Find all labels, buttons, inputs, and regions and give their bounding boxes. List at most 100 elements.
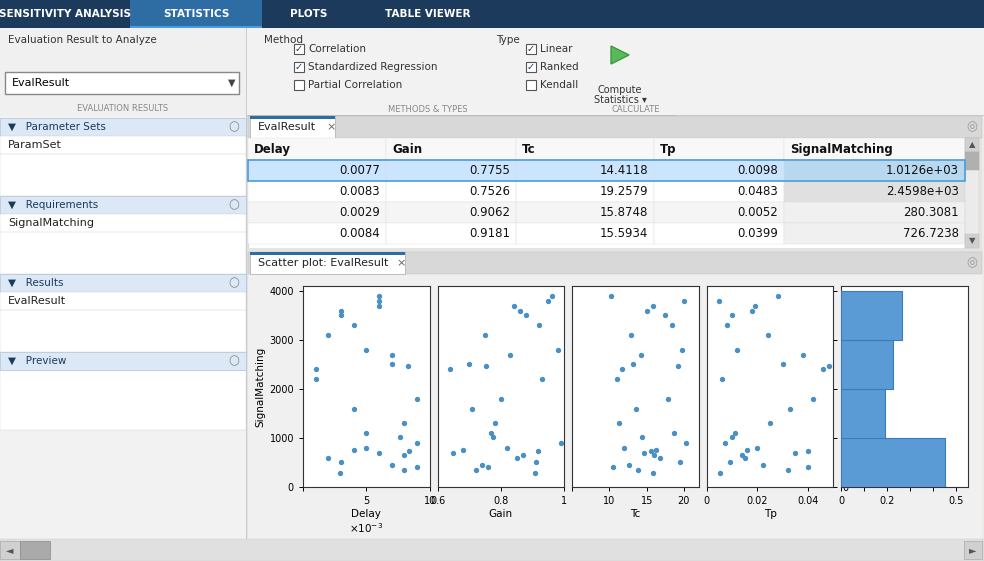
Point <box>467 466 483 475</box>
Text: Tp: Tp <box>660 142 677 155</box>
Bar <box>526 62 536 72</box>
Text: ◎: ◎ <box>966 121 977 134</box>
Point <box>345 321 361 330</box>
Bar <box>965 152 979 170</box>
Point <box>678 438 694 447</box>
Point <box>371 296 387 305</box>
Point <box>371 448 387 457</box>
Text: 0.9062: 0.9062 <box>469 206 510 219</box>
Point <box>635 433 650 442</box>
Point <box>384 360 400 369</box>
Text: Partial Correlation: Partial Correlation <box>308 80 402 90</box>
Text: 0.0083: 0.0083 <box>339 185 380 198</box>
Bar <box>654 223 784 244</box>
Text: ✓: ✓ <box>295 44 303 54</box>
Bar <box>654 138 784 160</box>
Text: 0.7755: 0.7755 <box>469 164 510 177</box>
Point <box>455 446 470 455</box>
Bar <box>0 274 246 292</box>
Point <box>616 443 632 452</box>
Text: ▼   Parameter Sets: ▼ Parameter Sets <box>8 122 106 132</box>
Text: 1.0126e+03: 1.0126e+03 <box>886 164 959 177</box>
Point <box>711 296 727 305</box>
Bar <box>246 28 247 116</box>
Text: SignalMatching: SignalMatching <box>8 218 94 228</box>
Text: METHODS & TYPES: METHODS & TYPES <box>388 104 467 113</box>
Text: ✓: ✓ <box>527 44 535 54</box>
Bar <box>386 181 516 202</box>
Point <box>780 466 796 475</box>
X-axis label: Delay
$\times10^{-3}$: Delay $\times10^{-3}$ <box>349 509 384 535</box>
Bar <box>964 541 982 559</box>
Bar <box>0 370 246 430</box>
Bar <box>654 160 784 181</box>
Bar <box>0 541 20 559</box>
Bar <box>250 116 335 138</box>
Bar <box>0 214 246 232</box>
Point <box>763 419 778 427</box>
Text: ►: ► <box>969 545 977 555</box>
Bar <box>516 160 654 181</box>
Polygon shape <box>611 46 629 64</box>
Bar <box>248 116 982 541</box>
Point <box>637 448 652 457</box>
Text: ×: × <box>396 258 405 268</box>
Point <box>474 461 490 470</box>
Point <box>630 466 646 475</box>
Bar <box>248 116 982 138</box>
Text: 280.3081: 280.3081 <box>903 206 959 219</box>
Bar <box>248 248 982 252</box>
Bar <box>294 80 304 90</box>
Point <box>800 463 816 472</box>
Text: TABLE VIEWER: TABLE VIEWER <box>385 9 470 19</box>
Bar <box>248 138 968 248</box>
Point <box>755 461 770 470</box>
Text: ✓: ✓ <box>527 62 535 72</box>
Point <box>480 463 496 472</box>
Text: 14.4118: 14.4118 <box>599 164 648 177</box>
Point <box>657 311 673 320</box>
Point <box>737 453 753 462</box>
Point <box>550 345 566 354</box>
Bar <box>250 252 405 255</box>
Point <box>660 394 676 403</box>
Point <box>822 362 837 371</box>
Point <box>334 458 349 467</box>
Text: Kendall: Kendall <box>540 80 579 90</box>
Y-axis label: SignalMatching: SignalMatching <box>255 346 265 426</box>
Point <box>750 443 766 452</box>
Point <box>646 450 662 459</box>
Point <box>493 394 509 403</box>
Bar <box>784 202 965 223</box>
Point <box>358 345 374 354</box>
Text: STATISTICS: STATISTICS <box>162 9 229 19</box>
Point <box>397 450 412 459</box>
Bar <box>248 160 386 181</box>
Bar <box>0 136 246 154</box>
Point <box>724 311 740 320</box>
Point <box>401 447 417 456</box>
Point <box>527 458 543 467</box>
Point <box>675 345 691 354</box>
Bar <box>386 160 516 181</box>
Point <box>769 291 785 300</box>
Point <box>478 362 494 371</box>
Text: Ranked: Ranked <box>540 62 579 72</box>
Point <box>645 301 660 310</box>
Point <box>397 419 412 427</box>
Bar <box>250 116 335 119</box>
Point <box>648 446 664 455</box>
Text: 726.7238: 726.7238 <box>903 227 959 240</box>
Text: 2.4598e+03: 2.4598e+03 <box>887 185 959 198</box>
Bar <box>0 196 246 214</box>
Point <box>800 447 816 456</box>
Point <box>332 469 347 478</box>
Point <box>652 453 668 462</box>
Point <box>503 350 519 359</box>
Point <box>719 321 735 330</box>
Point <box>477 330 493 339</box>
Point <box>345 446 361 455</box>
Bar <box>526 44 536 54</box>
Point <box>371 291 387 300</box>
Point <box>747 301 763 310</box>
